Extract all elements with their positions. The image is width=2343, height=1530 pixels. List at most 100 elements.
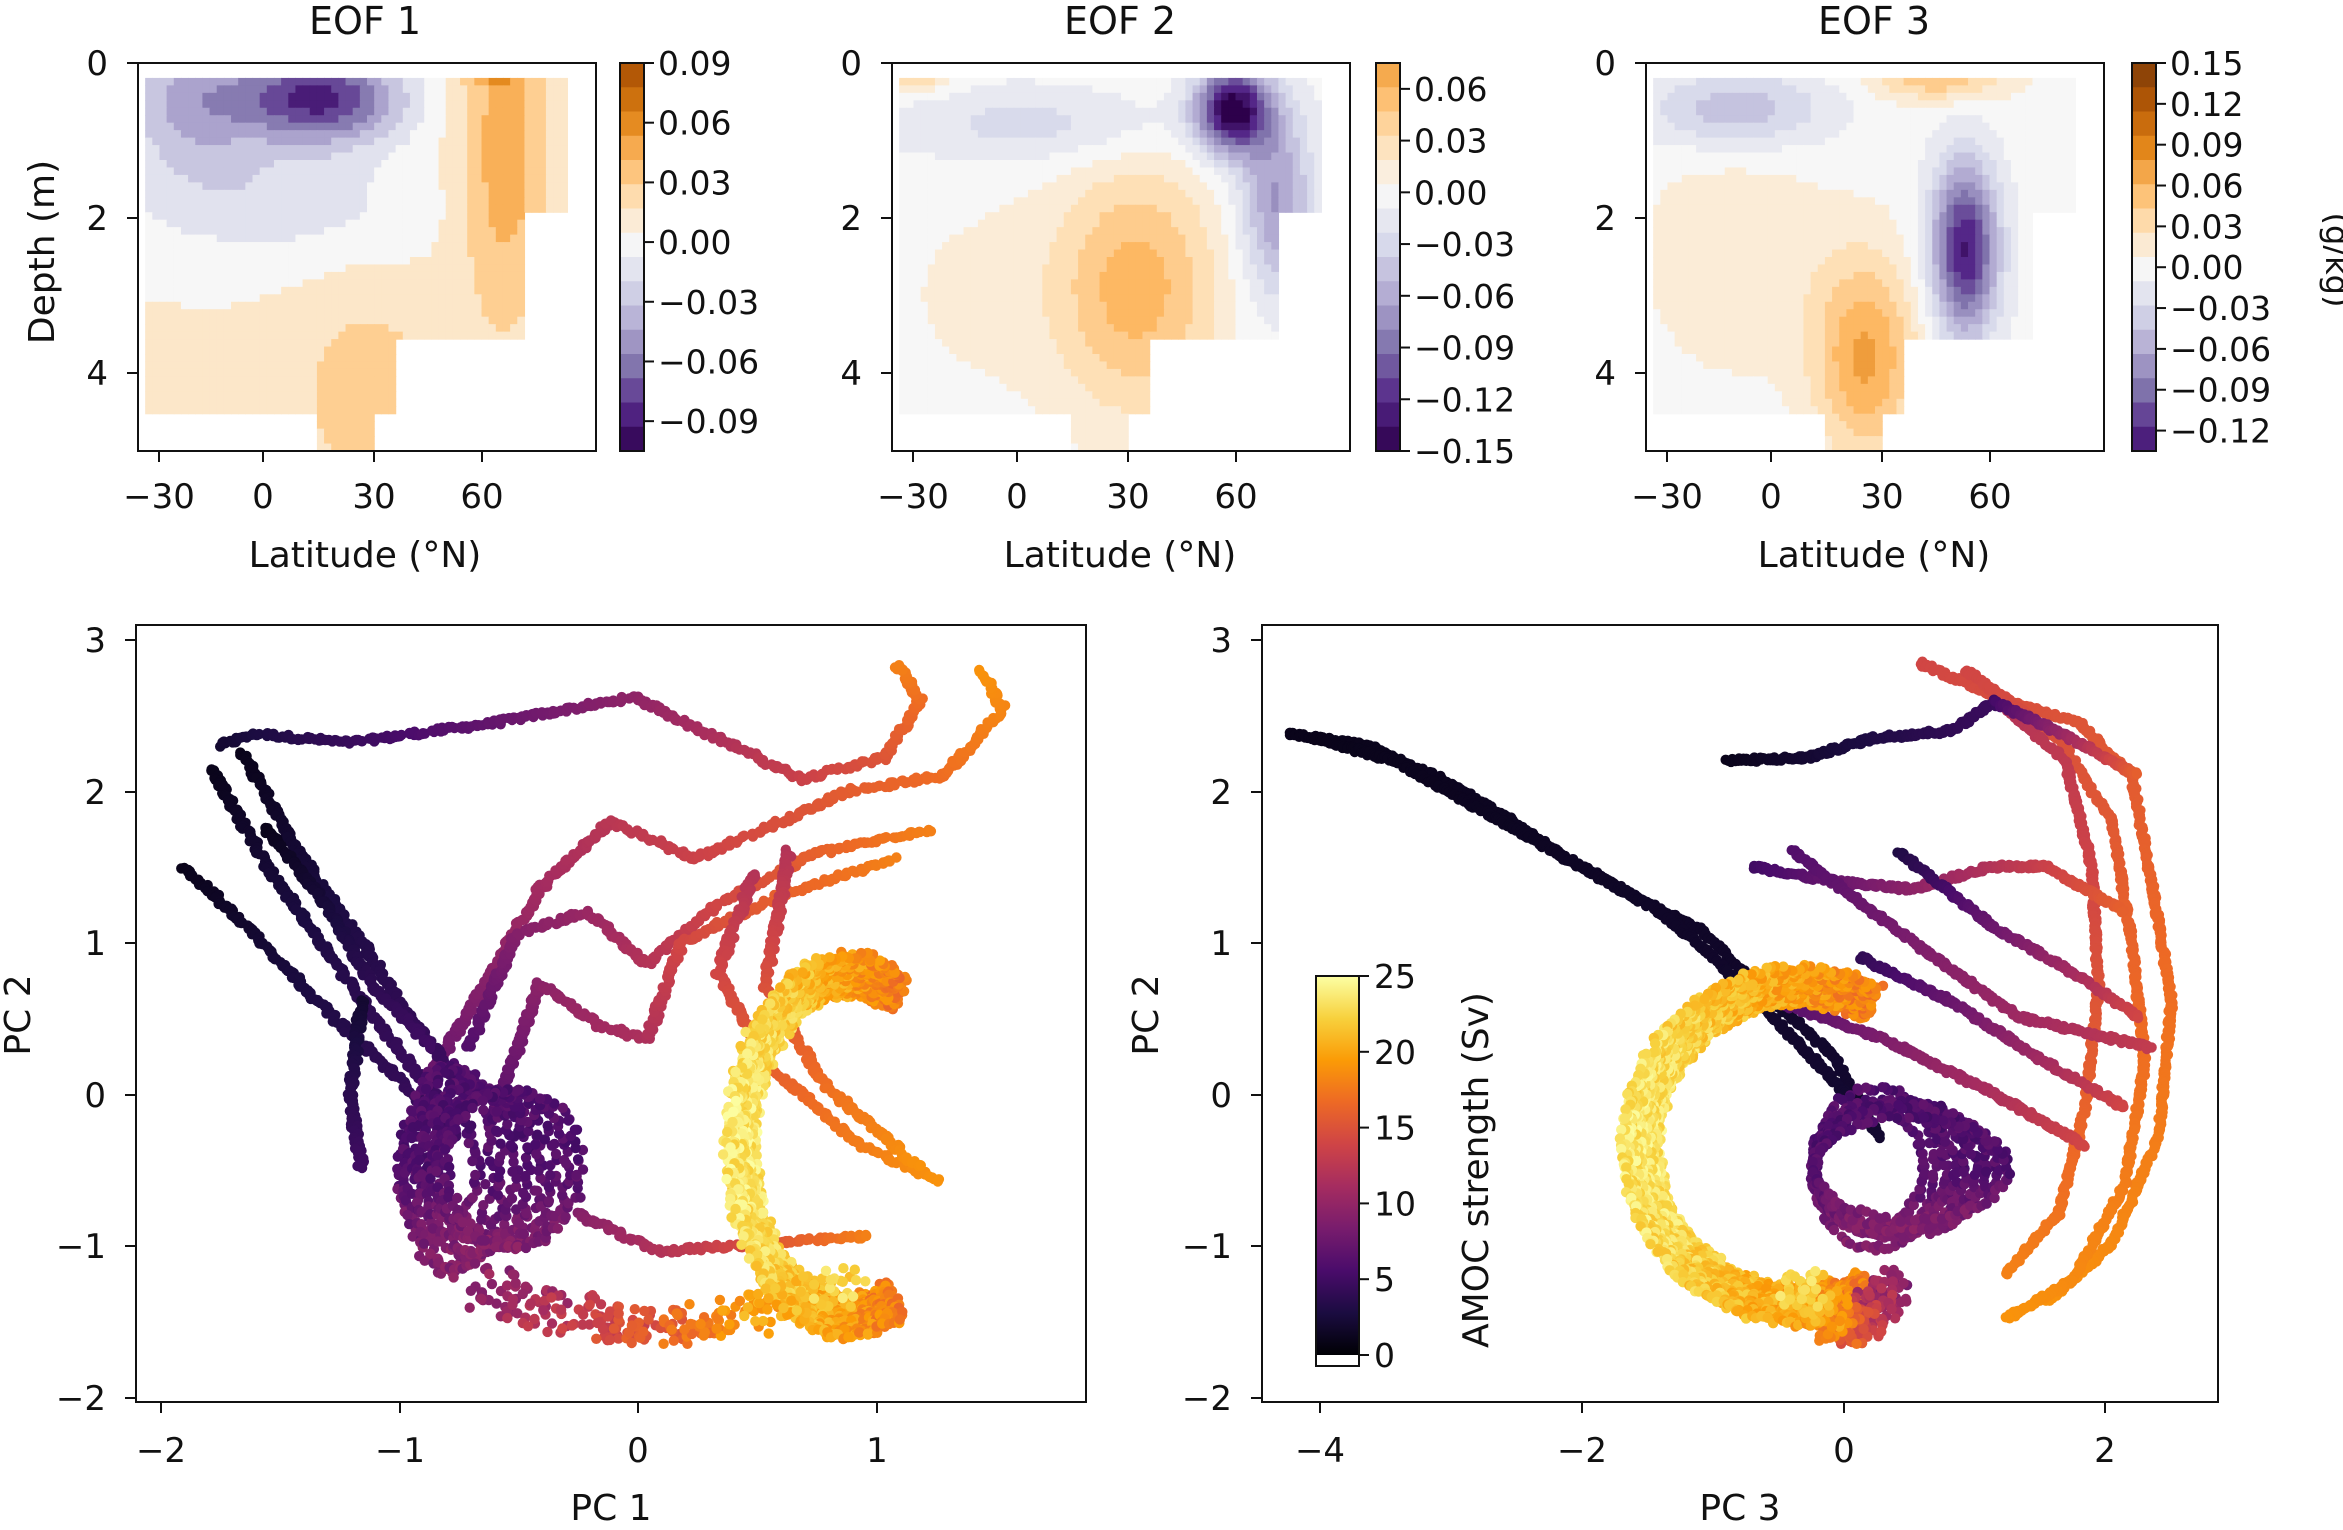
eof2-cell (977, 92, 986, 101)
eof1-cell (159, 249, 168, 258)
eof2-cell (1092, 398, 1101, 407)
eof1-cell (266, 301, 275, 310)
eof1-cell (173, 242, 182, 251)
eof2-cell (1056, 197, 1065, 206)
eof2-cell (927, 204, 936, 213)
eof1-cell (295, 227, 304, 236)
eof2-cell (992, 316, 1000, 325)
eof1-cell (495, 279, 504, 288)
eof2-cell (1099, 234, 1108, 243)
eof2-cell (920, 197, 929, 206)
eof1-cell (495, 107, 504, 116)
eof1-cell (409, 107, 418, 116)
eof1-cell (331, 271, 339, 280)
eof2-cell (1056, 279, 1065, 288)
eof1-cell (266, 227, 275, 236)
eof1-cell (159, 279, 168, 288)
eof1-cell (188, 286, 196, 295)
eof2-cell (1149, 212, 1158, 221)
eof2-cell (1027, 152, 1036, 161)
eof2-cell (1185, 242, 1194, 251)
eof1-cell (374, 398, 382, 407)
eof2-cell (920, 257, 929, 266)
eof1-cell (452, 145, 461, 154)
eof1-cell (166, 92, 175, 101)
eof1-cell (352, 152, 361, 161)
eof1-cell (374, 152, 382, 161)
eof1-cell (252, 346, 261, 355)
eof2-cell (1256, 219, 1265, 228)
eof1-cell (510, 85, 518, 94)
eof2-cell (1042, 279, 1051, 288)
eof1-cell (445, 167, 454, 176)
eof2-cell (1099, 436, 1108, 445)
eof2-cell (1078, 376, 1086, 385)
eof2-cell (1271, 212, 1280, 221)
eof1-cell (424, 301, 433, 310)
eof2-cell (1185, 309, 1194, 318)
eof2-cell (1171, 242, 1179, 251)
eof2-cell (1249, 242, 1258, 251)
eof2-cell (1106, 271, 1115, 280)
eof1-cell (481, 189, 490, 198)
eof2-cell (1121, 368, 1129, 377)
eof2-cell (1042, 354, 1051, 363)
eof2-cell (956, 391, 965, 400)
eof1-cell (460, 174, 468, 183)
eof1-cell (538, 107, 547, 116)
eof1-cell (145, 354, 153, 363)
eof2-cell (1292, 137, 1301, 146)
eof2-cell (934, 77, 943, 86)
eof2-cell (1070, 421, 1079, 430)
eof1-cell (173, 324, 182, 333)
eof1-cell (460, 122, 468, 131)
eof1-cell (259, 160, 268, 169)
eof1-cell (345, 85, 354, 94)
eof2-cell (1214, 331, 1222, 340)
eof2-cell (934, 309, 943, 318)
eof2-cell (1307, 122, 1315, 131)
eof2-cell (963, 339, 972, 348)
eof2-cell (1078, 85, 1086, 94)
eof1-cell (502, 286, 511, 295)
eof2-cell (1092, 77, 1101, 86)
eof2-cell (1285, 167, 1294, 176)
eof2-cell (1171, 145, 1179, 154)
eof2-cell (1271, 160, 1280, 169)
eof2-cell (1070, 234, 1079, 243)
eof2-cell (934, 189, 943, 198)
eof2-cell (992, 167, 1000, 176)
eof2-cell (1113, 376, 1122, 385)
eof2-cell (1056, 204, 1065, 213)
eof1-cell (502, 316, 511, 325)
eof1-cell (510, 227, 518, 236)
eof2-cell (1249, 167, 1258, 176)
eof1-cell (417, 160, 425, 169)
eof2-cell (1013, 361, 1022, 370)
eof2-cell (927, 227, 936, 236)
eof2-cell (1099, 212, 1108, 221)
eof1-cell (352, 212, 361, 221)
eof1-cell (474, 227, 483, 236)
eof1-cell (417, 115, 425, 124)
eof2-cell (1020, 227, 1029, 236)
eof1-cell (245, 406, 254, 415)
eof1-cell (531, 107, 540, 116)
eof2-cell (1078, 257, 1086, 266)
eof1-cell (245, 174, 254, 183)
eof2-cell (1106, 361, 1115, 370)
eof2-cell (1149, 130, 1158, 139)
eof2-cell (1042, 115, 1051, 124)
eof3-cell (1710, 92, 1719, 101)
eof1-cell (145, 227, 153, 236)
eof1-cell (281, 197, 289, 206)
eof2-cell (1199, 309, 1208, 318)
eof2-cell (920, 227, 929, 236)
eof2-cell (1171, 234, 1179, 243)
eof2-cell (1128, 100, 1136, 109)
eof1-cell (388, 264, 397, 273)
eof2-cell (1013, 227, 1022, 236)
eof2-cell (1185, 257, 1194, 266)
eof1-cell (309, 122, 318, 131)
eof3-cell (1960, 85, 1969, 94)
